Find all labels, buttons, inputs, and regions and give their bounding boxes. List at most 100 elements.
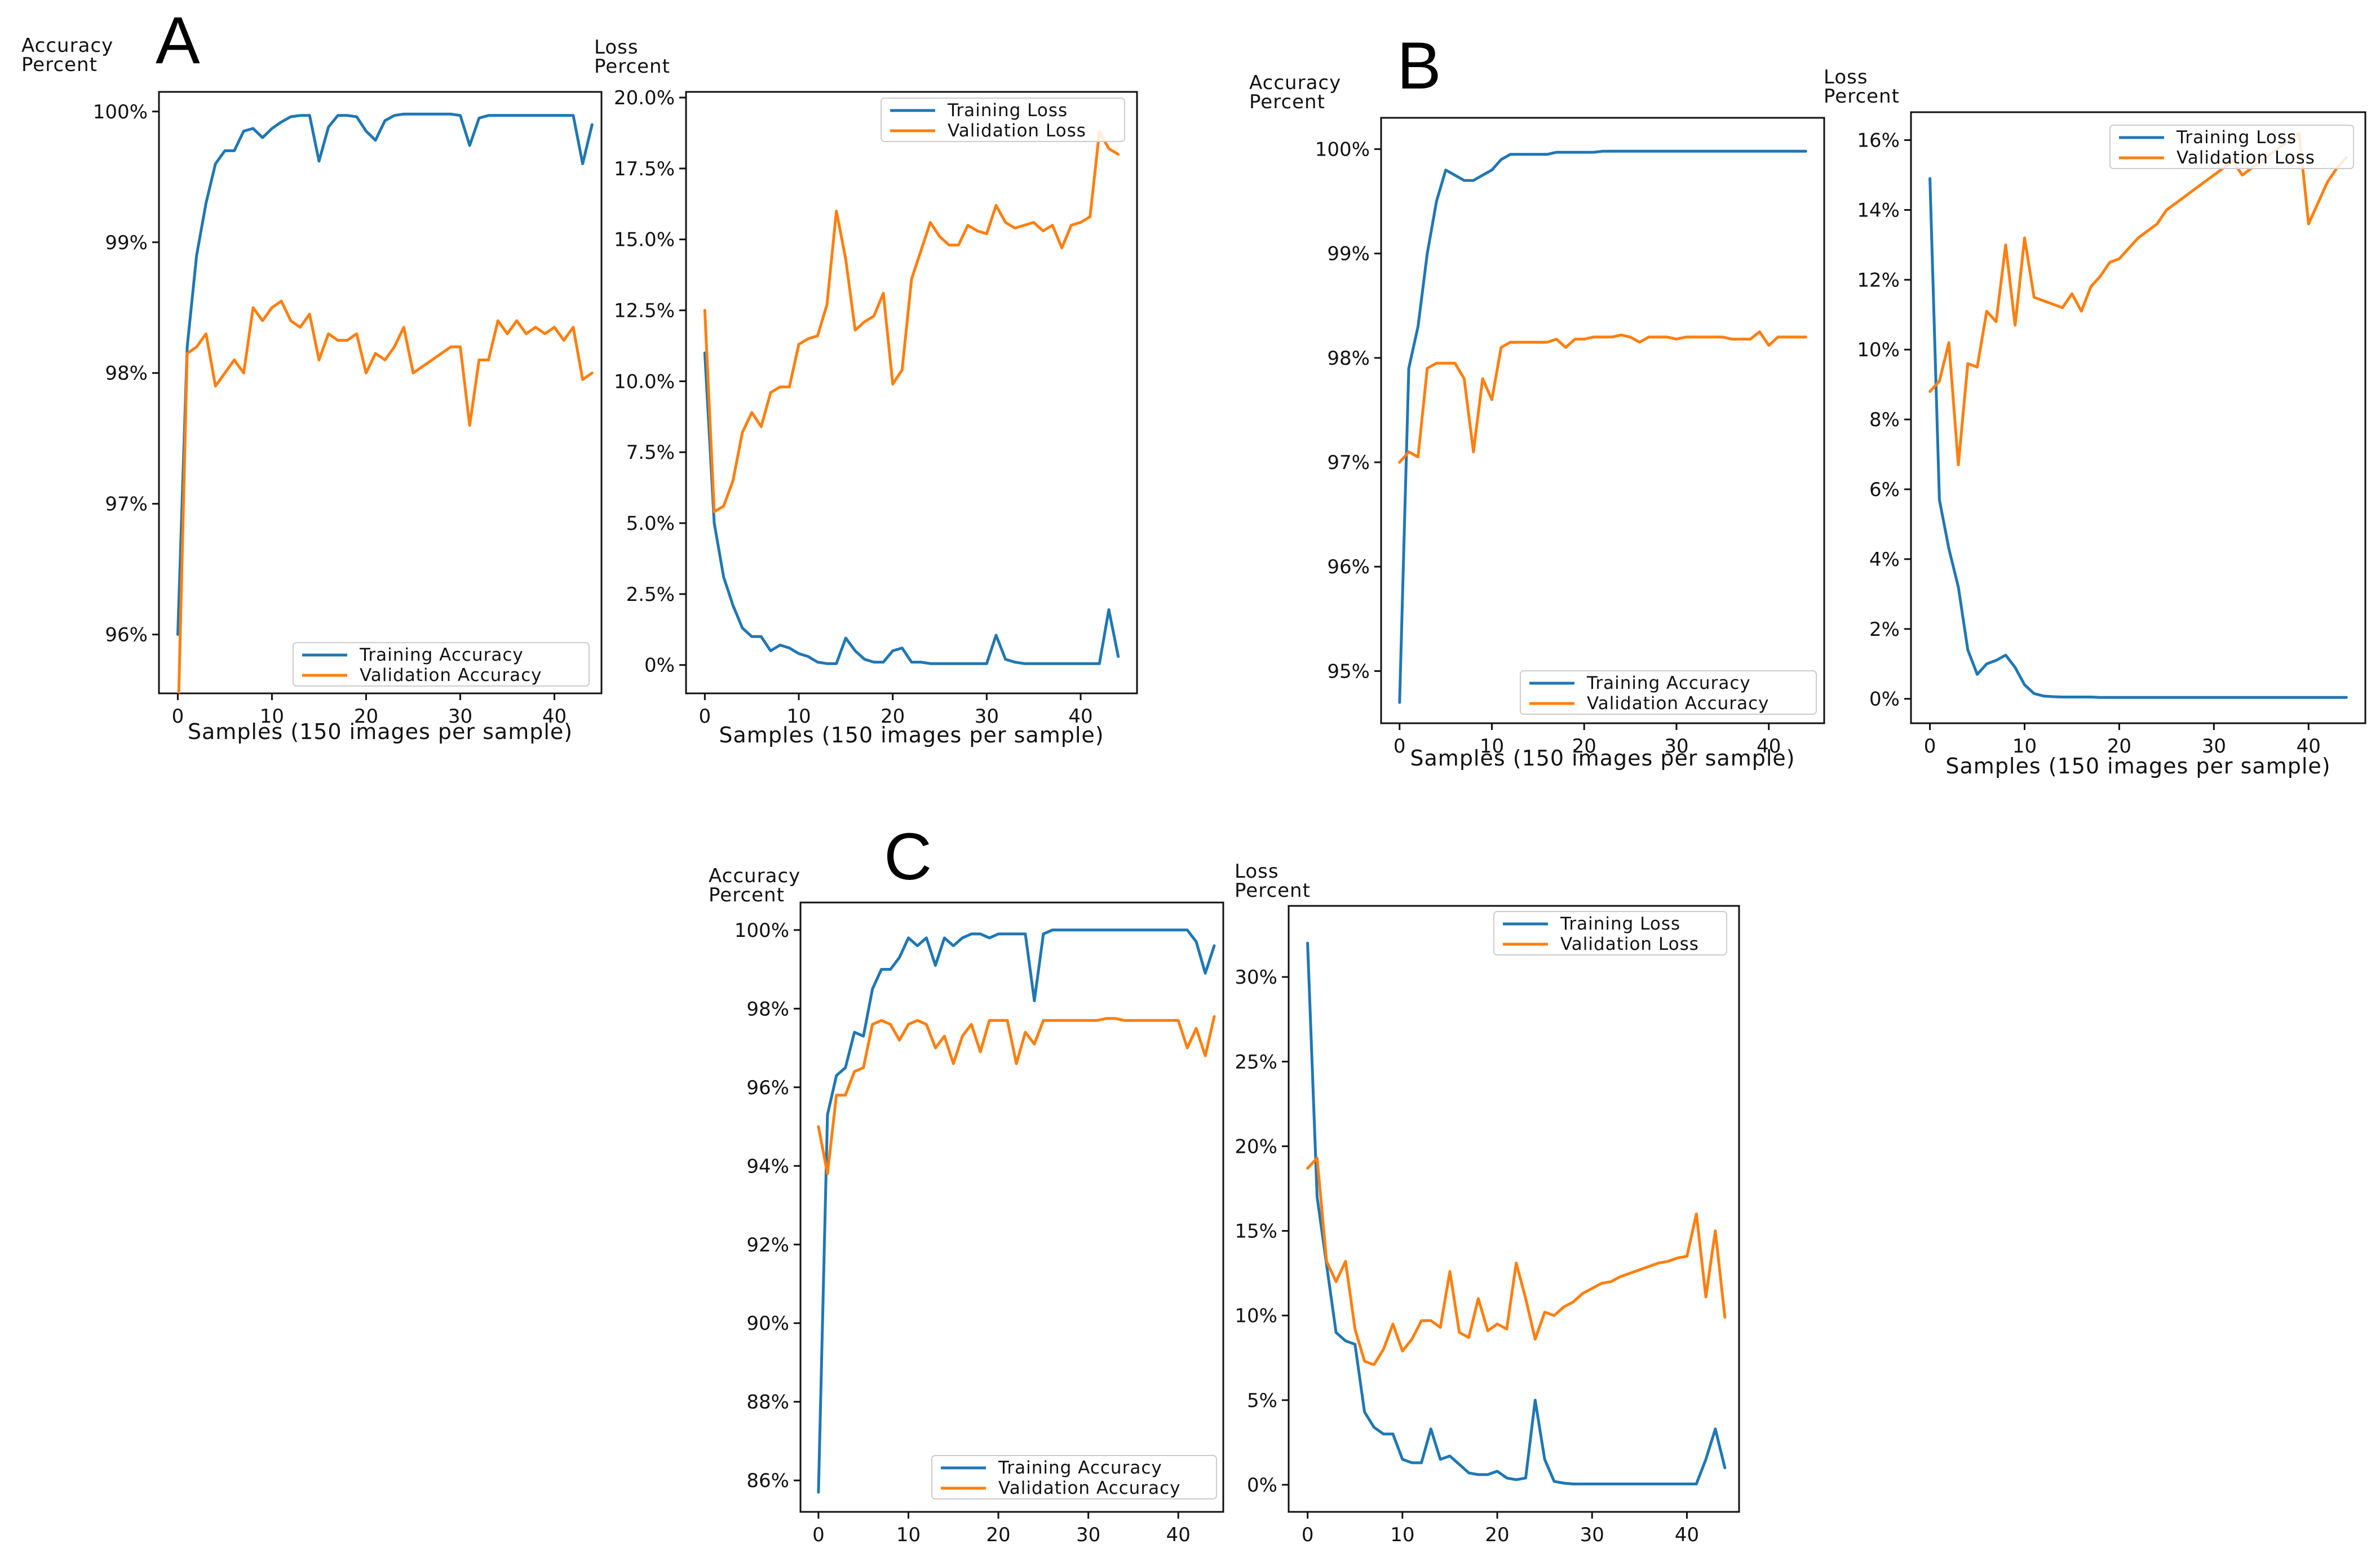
y-axis-label: Loss	[1235, 860, 1279, 883]
legend-box	[931, 1455, 1217, 1499]
panel-label-a: A	[156, 3, 200, 78]
x-tick-label: 30	[2202, 735, 2226, 758]
y-axis-label: Percent	[1235, 879, 1311, 902]
series-line-validation-loss	[703, 130, 1120, 514]
y-tick-label: 8%	[1869, 409, 1900, 431]
series-line-validation-loss	[1306, 1156, 1727, 1366]
y-tick-label: 97%	[1327, 452, 1370, 474]
x-tick-label: 40	[1757, 735, 1781, 758]
legend-entry: Validation Accuracy	[360, 665, 542, 685]
y-tick-label: 96%	[746, 1077, 789, 1099]
legend-box	[1493, 911, 1727, 955]
y-axis-label: Percent	[594, 55, 670, 78]
x-tick-label: 40	[1068, 705, 1092, 728]
x-tick-label: 40	[2297, 735, 2321, 758]
y-tick-label: 20%	[1235, 1135, 1277, 1158]
plot-area-frame	[685, 91, 1138, 694]
y-tick-label: 0%	[1869, 688, 1900, 711]
y-tick-label: 16%	[1857, 130, 1900, 152]
y-tick-label: 12.5%	[614, 300, 675, 322]
y-axis-label: Accuracy	[1249, 72, 1341, 94]
x-tick-label: 20	[2107, 735, 2131, 758]
series-line-validation-accuracy	[177, 299, 594, 693]
panel-b-loss-chart: 0% 2% 4% 6% 8% 10% 12% 14% 16% 0 10 20 30 40 LossPerce…	[1824, 66, 2366, 778]
legend-entry: Training Accuracy	[1586, 673, 1751, 693]
y-tick-label: 92%	[746, 1234, 789, 1257]
y-axis-label: Percent	[709, 884, 785, 906]
y-tick-label: 86%	[746, 1470, 789, 1492]
x-tick-label: 20	[1485, 1524, 1509, 1544]
panel-a-loss-chart: 0% 2.5% 5.0% 7.5% 10.0% 12.5% 15.0% 17.5% 20.0% 0…	[594, 36, 1138, 747]
plot-area-frame	[158, 91, 603, 694]
x-tick-label: 30	[1580, 1524, 1604, 1544]
x-tick-label: 10	[260, 705, 284, 728]
x-tick-label: 20	[1572, 735, 1596, 758]
x-tick-label: 20	[881, 705, 905, 728]
y-tick-label: 88%	[746, 1391, 789, 1414]
series-line-training-loss	[1928, 177, 2348, 699]
legend-box	[1520, 670, 1817, 715]
y-tick-label: 99%	[105, 232, 148, 254]
panel-c-accuracy-chart: 86% 88% 90% 92% 94% 96% 98% 100% 0 10 20 30 40 Accura…	[709, 865, 1224, 1544]
y-tick-label: 10%	[1857, 339, 1900, 361]
legend-box	[2109, 125, 2354, 169]
y-tick-label: 100%	[1315, 139, 1370, 161]
y-tick-label: 0%	[1247, 1474, 1277, 1497]
legend-entry: Training Accuracy	[998, 1458, 1162, 1478]
legend-entry: Training Loss	[2176, 127, 2297, 148]
y-tick-label: 15%	[1235, 1220, 1277, 1243]
x-tick-label: 10	[1390, 1524, 1414, 1544]
y-tick-label: 2.5%	[626, 583, 675, 606]
x-tick-label: 10	[786, 705, 811, 728]
series-line-training-accuracy	[176, 112, 594, 636]
y-axis-label: Accuracy	[709, 865, 800, 887]
series-line-training-loss	[703, 351, 1120, 665]
y-tick-label: 100%	[735, 919, 789, 942]
panel-label-b: B	[1397, 29, 1441, 103]
x-tick-label: 40	[1675, 1524, 1699, 1544]
x-tick-label: 0	[699, 705, 711, 728]
y-tick-label: 96%	[1327, 556, 1370, 578]
panel-b-accuracy-chart: 95% 96% 97% 98% 99% 100% 0 10 20 30 40 AccuracyPerc…	[1249, 72, 1825, 771]
y-axis-label: Percent	[1249, 91, 1325, 113]
y-tick-label: 2%	[1869, 618, 1900, 641]
y-tick-label: 20.0%	[614, 87, 675, 109]
plot-area-frame	[799, 901, 1224, 1513]
y-tick-label: 98%	[1327, 347, 1370, 370]
legend-entry: Training Loss	[947, 100, 1068, 121]
y-tick-label: 98%	[105, 362, 148, 385]
y-tick-label: 0%	[644, 654, 675, 677]
x-tick-label: 0	[1394, 735, 1406, 758]
plot-area-frame	[1288, 905, 1740, 1513]
x-tick-label: 40	[1166, 1524, 1191, 1544]
y-axis-label: Accuracy	[21, 34, 113, 57]
legend-box	[293, 642, 590, 687]
y-tick-label: 14%	[1857, 199, 1900, 222]
y-axis-label: Loss	[1824, 66, 1868, 89]
x-axis-label: Samples (150 images per sample)	[1410, 746, 1795, 771]
x-tick-label: 10	[2012, 735, 2037, 758]
legend-entry: Validation Loss	[1560, 934, 1699, 954]
y-tick-label: 10.0%	[614, 370, 675, 393]
legend-entry: Training Loss	[1560, 914, 1680, 934]
series-line-validation-accuracy	[817, 1015, 1216, 1175]
x-tick-label: 40	[542, 705, 567, 728]
x-tick-label: 30	[1664, 735, 1688, 758]
legend-entry: Validation Loss	[948, 121, 1086, 141]
x-axis-label: Samples (150 images per sample)	[1945, 754, 2330, 778]
y-tick-label: 100%	[93, 101, 148, 123]
y-tick-label: 17.5%	[614, 158, 675, 180]
y-tick-label: 95%	[1327, 660, 1370, 683]
y-tick-label: 6%	[1869, 479, 1900, 501]
y-tick-label: 5.0%	[626, 512, 675, 535]
y-tick-label: 99%	[1327, 243, 1370, 266]
x-tick-label: 30	[448, 705, 472, 728]
x-axis-label: Samples (150 images per sample)	[188, 719, 573, 744]
x-tick-label: 20	[986, 1524, 1010, 1544]
legend-entry: Validation Accuracy	[998, 1478, 1180, 1498]
legend-entry: Training Accuracy	[359, 645, 524, 665]
x-tick-label: 20	[354, 705, 378, 728]
x-axis-label: Samples (150 images per sample)	[719, 723, 1104, 747]
